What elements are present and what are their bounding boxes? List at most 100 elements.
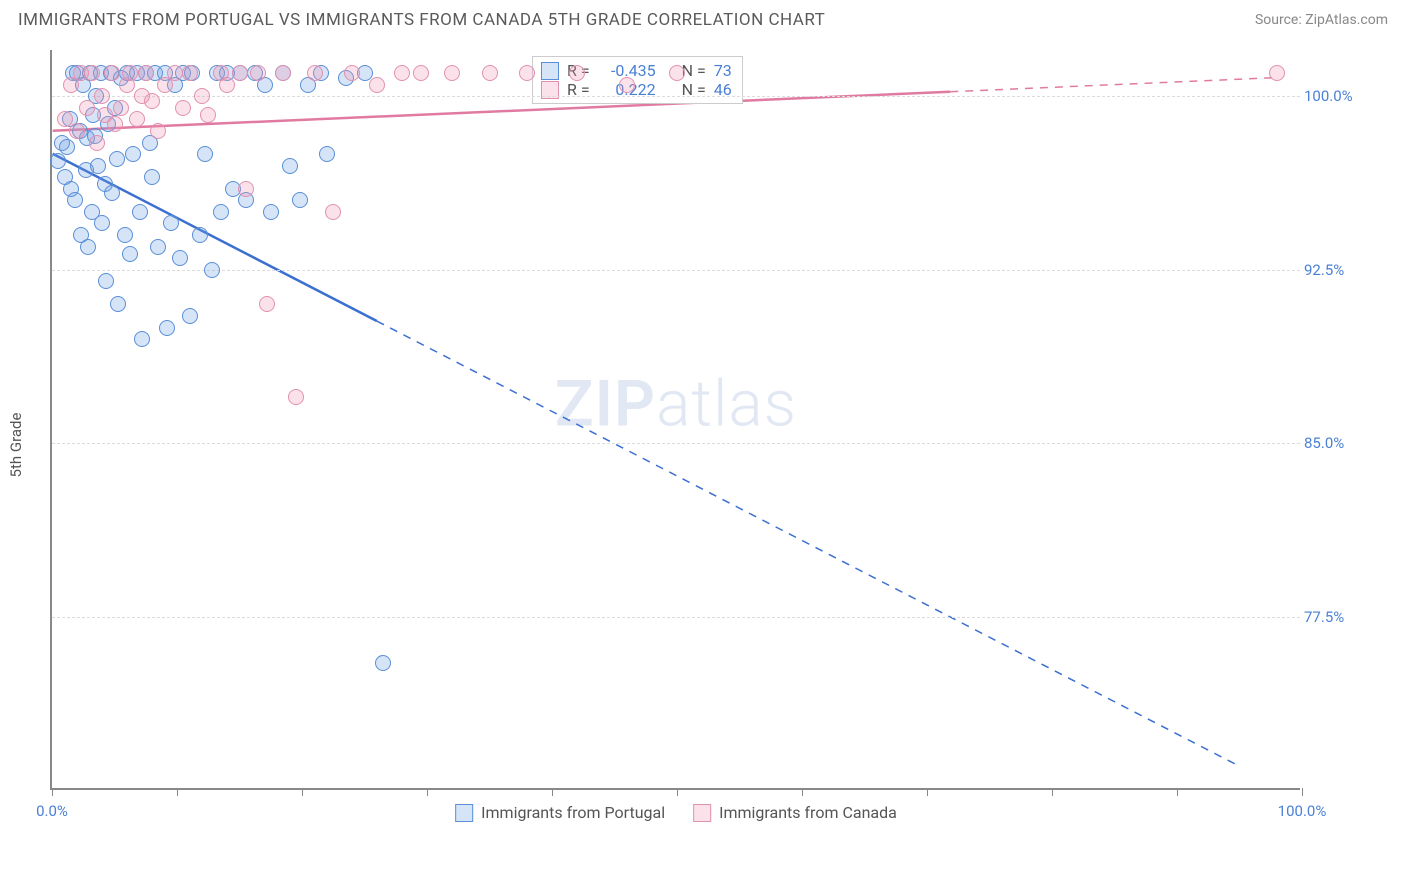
- data-point-canada[interactable]: [288, 389, 304, 405]
- data-point-portugal[interactable]: [197, 146, 213, 162]
- data-point-portugal[interactable]: [98, 273, 114, 289]
- source-link[interactable]: ZipAtlas.com: [1305, 12, 1388, 28]
- data-point-portugal[interactable]: [204, 262, 220, 278]
- data-point-portugal[interactable]: [319, 146, 335, 162]
- data-point-canada[interactable]: [129, 111, 145, 127]
- data-point-canada[interactable]: [325, 204, 341, 220]
- data-point-canada[interactable]: [275, 65, 291, 81]
- data-point-canada[interactable]: [200, 107, 216, 123]
- y-tick-label: 100.0%: [1304, 87, 1384, 105]
- data-point-canada[interactable]: [219, 77, 235, 93]
- x-tick: [302, 788, 303, 796]
- data-point-portugal[interactable]: [80, 239, 96, 255]
- data-point-portugal[interactable]: [182, 308, 198, 324]
- legend-swatch: [455, 804, 473, 822]
- data-point-canada[interactable]: [232, 65, 248, 81]
- data-point-canada[interactable]: [669, 65, 685, 81]
- y-axis-title: 5th Grade: [7, 413, 25, 478]
- legend-label: Immigrants from Canada: [719, 803, 897, 822]
- data-point-portugal[interactable]: [117, 227, 133, 243]
- data-point-canada[interactable]: [369, 77, 385, 93]
- data-point-portugal[interactable]: [144, 169, 160, 185]
- data-point-portugal[interactable]: [192, 227, 208, 243]
- plot-area: ZIPatlas R =-0.435N =73R =0.222N =46 Imm…: [50, 50, 1300, 790]
- data-point-canada[interactable]: [238, 181, 254, 197]
- data-point-canada[interactable]: [569, 65, 585, 81]
- data-point-canada[interactable]: [79, 100, 95, 116]
- data-point-canada[interactable]: [167, 65, 183, 81]
- data-point-canada[interactable]: [69, 123, 85, 139]
- y-tick-label: 77.5%: [1304, 608, 1384, 626]
- data-point-canada[interactable]: [89, 135, 105, 151]
- data-point-canada[interactable]: [138, 65, 154, 81]
- data-point-canada[interactable]: [194, 88, 210, 104]
- gridline-h: [52, 96, 1300, 97]
- data-point-canada[interactable]: [107, 116, 123, 132]
- data-point-portugal[interactable]: [172, 250, 188, 266]
- y-tick-label: 92.5%: [1304, 261, 1384, 279]
- data-point-canada[interactable]: [307, 65, 323, 81]
- data-point-canada[interactable]: [113, 100, 129, 116]
- trend-lines-layer: [52, 50, 1300, 788]
- data-point-canada[interactable]: [519, 65, 535, 81]
- data-point-portugal[interactable]: [150, 239, 166, 255]
- data-point-portugal[interactable]: [122, 246, 138, 262]
- x-tick: [1052, 788, 1053, 796]
- data-point-canada[interactable]: [94, 88, 110, 104]
- legend-n-label: N =: [682, 61, 706, 80]
- data-point-portugal[interactable]: [282, 158, 298, 174]
- legend-label: Immigrants from Portugal: [481, 803, 665, 822]
- data-point-canada[interactable]: [104, 65, 120, 81]
- bottom-legend-item-canada[interactable]: Immigrants from Canada: [693, 803, 897, 822]
- data-point-portugal[interactable]: [50, 153, 66, 169]
- gridline-h: [52, 617, 1300, 618]
- data-point-portugal[interactable]: [94, 215, 110, 231]
- data-point-portugal[interactable]: [59, 139, 75, 155]
- x-tick: [1302, 788, 1303, 796]
- data-point-portugal[interactable]: [132, 204, 148, 220]
- data-point-portugal[interactable]: [134, 331, 150, 347]
- data-point-portugal[interactable]: [125, 146, 141, 162]
- x-tick: [52, 788, 53, 796]
- legend-swatch: [693, 804, 711, 822]
- bottom-legend-item-portugal[interactable]: Immigrants from Portugal: [455, 803, 665, 822]
- data-point-portugal[interactable]: [104, 185, 120, 201]
- data-point-portugal[interactable]: [90, 158, 106, 174]
- trend-line-dashed-portugal: [377, 321, 1237, 765]
- data-point-canada[interactable]: [619, 77, 635, 93]
- data-point-portugal[interactable]: [110, 296, 126, 312]
- data-point-portugal[interactable]: [159, 320, 175, 336]
- data-point-canada[interactable]: [182, 65, 198, 81]
- data-point-portugal[interactable]: [163, 215, 179, 231]
- series-legend: Immigrants from Portugal Immigrants from …: [455, 803, 897, 822]
- data-point-canada[interactable]: [444, 65, 460, 81]
- gridline-h: [52, 443, 1300, 444]
- data-point-canada[interactable]: [175, 100, 191, 116]
- data-point-canada[interactable]: [122, 65, 138, 81]
- data-point-canada[interactable]: [250, 65, 266, 81]
- data-point-portugal[interactable]: [109, 151, 125, 167]
- data-point-canada[interactable]: [482, 65, 498, 81]
- data-point-canada[interactable]: [84, 65, 100, 81]
- x-tick-label: 0.0%: [36, 802, 68, 820]
- data-point-portugal[interactable]: [263, 204, 279, 220]
- data-point-canada[interactable]: [394, 65, 410, 81]
- x-tick: [677, 788, 678, 796]
- legend-n-value: 73: [714, 61, 732, 80]
- data-point-canada[interactable]: [413, 65, 429, 81]
- data-point-canada[interactable]: [259, 296, 275, 312]
- data-point-portugal[interactable]: [67, 192, 83, 208]
- data-point-canada[interactable]: [144, 93, 160, 109]
- watermark-b: atlas: [656, 367, 797, 442]
- data-point-canada[interactable]: [150, 123, 166, 139]
- data-point-portugal[interactable]: [292, 192, 308, 208]
- data-point-canada[interactable]: [1269, 65, 1285, 81]
- source-prefix: Source:: [1255, 12, 1305, 28]
- x-tick: [427, 788, 428, 796]
- y-tick-label: 85.0%: [1304, 434, 1384, 452]
- watermark-a: ZIP: [555, 367, 656, 442]
- data-point-portugal[interactable]: [375, 655, 391, 671]
- source-attribution: Source: ZipAtlas.com: [1255, 12, 1388, 28]
- data-point-portugal[interactable]: [213, 204, 229, 220]
- data-point-canada[interactable]: [344, 65, 360, 81]
